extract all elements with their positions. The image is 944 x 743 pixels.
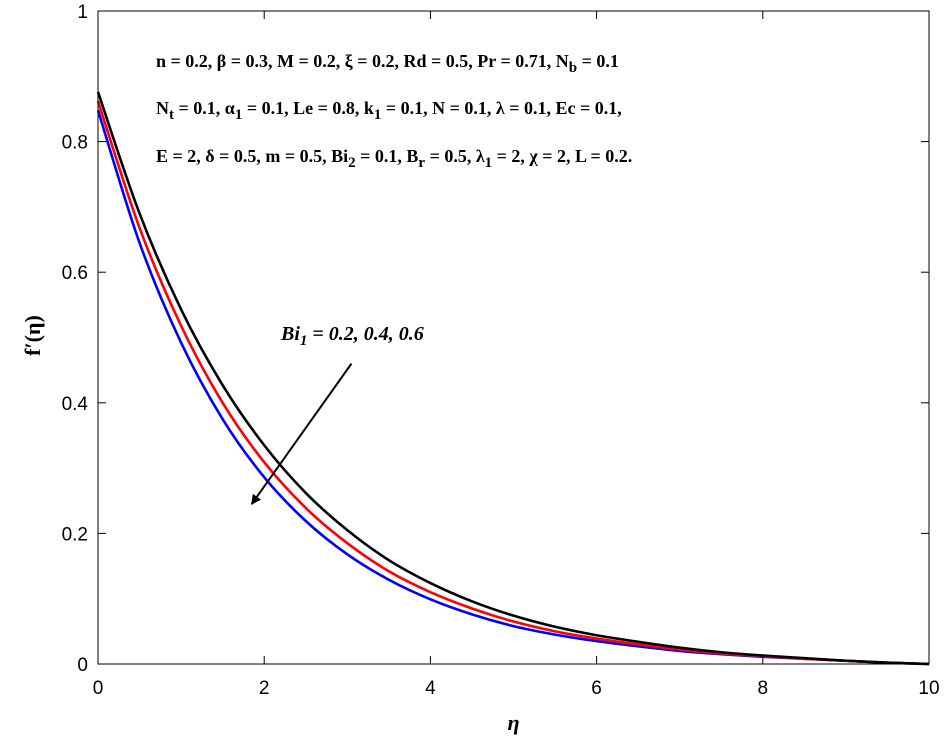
parameter-line-3: E = 2, δ = 0.5, m = 0.5, Bi2 = 0.1, Br =… xyxy=(156,146,632,171)
y-tick-label: 0.2 xyxy=(62,524,88,545)
series-line-2 xyxy=(96,100,930,666)
y-tick-label: 0.4 xyxy=(62,394,89,415)
bi1-annotation-label: Bi1 = 0.2, 0.4, 0.6 xyxy=(280,323,424,349)
bi1-direction-arrow xyxy=(250,363,353,505)
y-axis-label: f′(η) xyxy=(20,315,45,356)
y-tick-labels: 0 0.2 0.4 0.6 0.8 1 xyxy=(62,2,89,676)
x-tick-label: 10 xyxy=(918,678,939,699)
ticks-layer xyxy=(97,10,930,665)
x-tick-label: 6 xyxy=(591,678,602,699)
series-layer xyxy=(96,91,930,666)
y-tick-label: 0 xyxy=(77,655,88,676)
parameter-line-2: Nt = 0.1, α1 = 0.1, Le = 0.8, k1 = 0.1, … xyxy=(156,98,622,123)
y-tick-label: 1 xyxy=(77,2,88,23)
x-tick-label: 4 xyxy=(425,678,436,699)
plot-frame xyxy=(97,10,930,665)
series-line-3 xyxy=(96,91,930,666)
x-tick-label: 0 xyxy=(93,678,104,699)
x-tick-labels: 0 2 4 6 8 10 xyxy=(93,678,940,699)
parameter-line-1: n = 0.2, β = 0.3, M = 0.2, ξ = 0.2, Rd =… xyxy=(156,51,619,76)
parameter-annotation: n = 0.2, β = 0.3, M = 0.2, ξ = 0.2, Rd =… xyxy=(156,51,632,171)
x-axis-label: η xyxy=(507,710,519,735)
x-tick-label: 2 xyxy=(259,678,270,699)
x-tick-label: 8 xyxy=(758,678,769,699)
y-tick-label: 0.6 xyxy=(62,263,88,284)
y-tick-label: 0.8 xyxy=(62,133,88,154)
